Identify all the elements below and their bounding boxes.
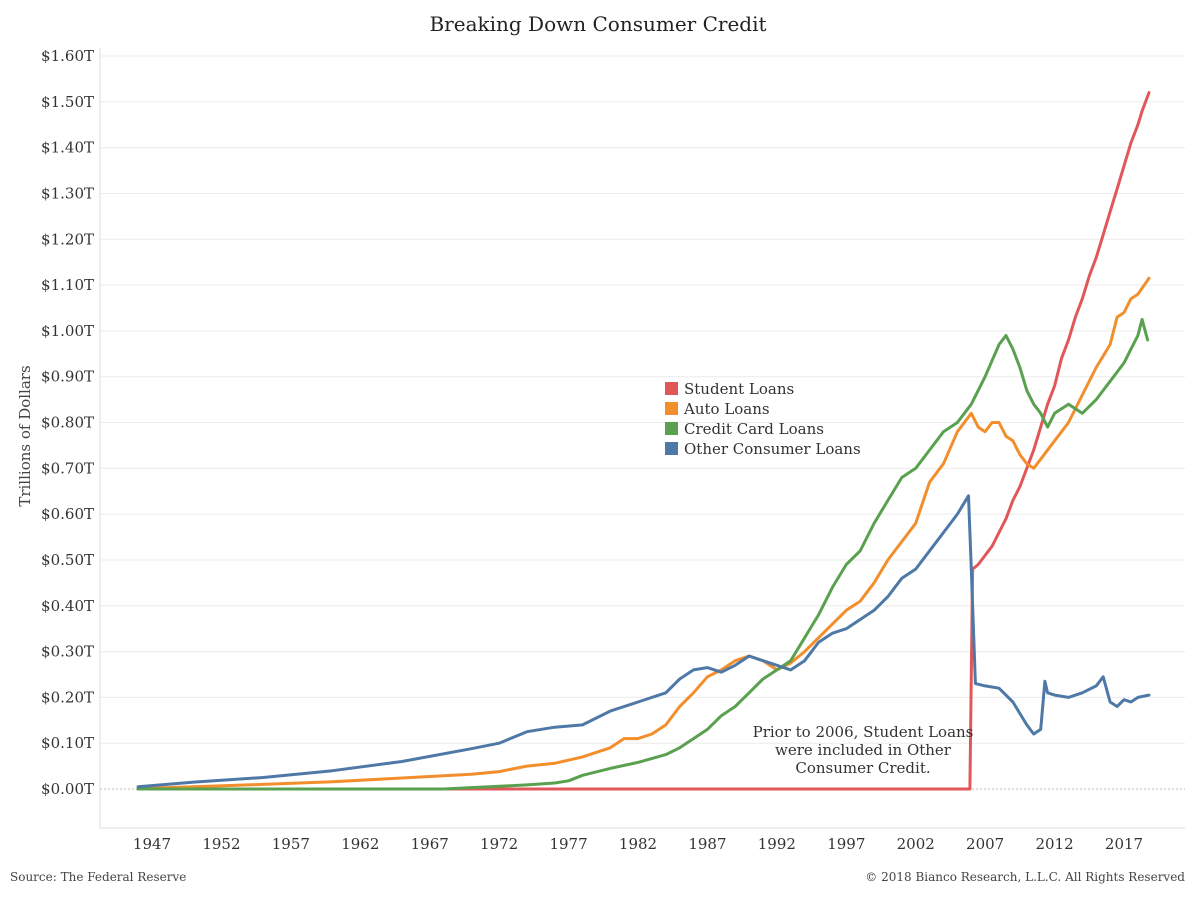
y-tick-label: $0.10T [41, 734, 94, 752]
x-tick-label: 1992 [758, 835, 796, 853]
series-line-credit-card-loans [136, 317, 1150, 791]
x-tick-label: 2002 [897, 835, 935, 853]
legend-swatch-auto-loans [665, 402, 678, 415]
x-tick-label: 1977 [549, 835, 587, 853]
legend-label-credit-card-loans: Credit Card Loans [684, 420, 824, 438]
y-tick-label: $0.20T [41, 688, 94, 706]
x-tick-label: 1952 [202, 835, 240, 853]
y-tick-label: $0.90T [41, 368, 94, 386]
y-tick-label: $0.50T [41, 551, 94, 569]
y-tick-label: $1.20T [41, 230, 94, 248]
x-tick-label: 1962 [341, 835, 379, 853]
y-tick-label: $0.30T [41, 643, 94, 661]
legend-label-auto-loans: Auto Loans [683, 400, 770, 418]
x-tick-label: 1982 [619, 835, 657, 853]
series-line-other-consumer-loans [136, 494, 1151, 789]
x-tick-label: 1957 [272, 835, 310, 853]
y-tick-label: $1.10T [41, 276, 94, 294]
series-lines [136, 91, 1151, 791]
x-tick-label: 2017 [1105, 835, 1143, 853]
series-line-auto-loans [136, 276, 1151, 790]
chart-title: Breaking Down Consumer Credit [429, 12, 767, 36]
gridlines [100, 55, 1185, 790]
y-tick-label: $1.40T [41, 139, 94, 157]
x-tick-label: 2012 [1035, 835, 1073, 853]
y-tick-label: $1.50T [41, 93, 94, 111]
y-tick-label: $0.80T [41, 414, 94, 432]
y-tick-label: $1.60T [41, 47, 94, 65]
y-tick-label: $0.60T [41, 505, 94, 523]
x-tick-label: 1967 [411, 835, 449, 853]
legend-swatch-other-consumer-loans [665, 442, 678, 455]
y-tick-label: $1.30T [41, 184, 94, 202]
source-note: Source: The Federal Reserve [10, 870, 187, 884]
y-tick-label: $0.70T [41, 459, 94, 477]
y-tick-label: $0.00T [41, 780, 94, 798]
legend: Student Loans Auto Loans Credit Card Loans… [665, 380, 861, 458]
copyright-note: © 2018 Bianco Research, L.L.C. All Right… [865, 870, 1185, 884]
legend-label-other-consumer-loans: Other Consumer Loans [684, 440, 861, 458]
series-line-student-loans [136, 91, 1151, 791]
x-tick-label: 2007 [966, 835, 1004, 853]
annotation-line: Prior to 2006, Student Loans [753, 723, 974, 741]
legend-label-student-loans: Student Loans [684, 380, 794, 398]
x-tick-label: 1947 [133, 835, 171, 853]
y-tick-label: $0.40T [41, 597, 94, 615]
axes: $0.00T $0.10T $0.20T $0.30T $0.40T $0.50T $0.6… [16, 47, 1185, 853]
x-tick-label: 1997 [827, 835, 865, 853]
x-tick-label: 1987 [688, 835, 726, 853]
legend-swatch-credit-card-loans [665, 422, 678, 435]
annotation-line: Consumer Credit. [795, 759, 930, 777]
y-tick-label: $1.00T [41, 322, 94, 340]
legend-swatch-student-loans [665, 382, 678, 395]
y-axis-label: Trillions of Dollars [16, 365, 34, 506]
annotation-line: were included in Other [775, 741, 952, 759]
x-tick-label: 1972 [480, 835, 518, 853]
